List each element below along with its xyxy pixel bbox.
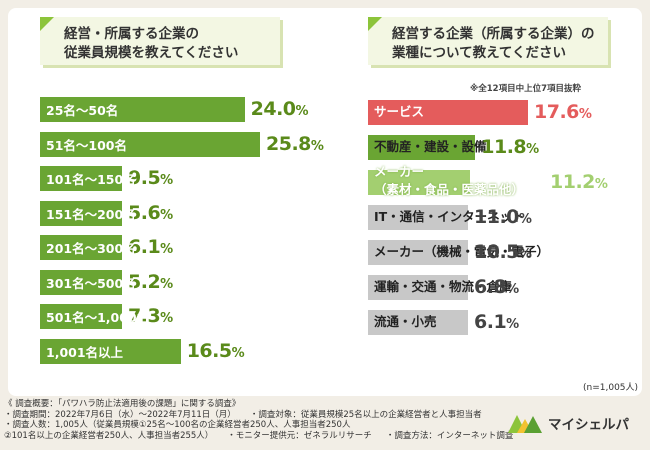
left-bar-value: 6.1%	[128, 236, 173, 258]
left-bar-value: 24.0%	[250, 98, 309, 120]
title-corner-triangle	[40, 17, 54, 31]
right-title-line-2: 業種について教えてください	[392, 45, 567, 61]
left-bar: 101名〜150名	[40, 166, 136, 191]
left-bar-value: 5.2%	[128, 270, 173, 293]
left-chart-title: 経営・所属する企業の 従業員規模を教えてください	[40, 17, 280, 65]
survey-count: ・調査人数：1,005人（従業員規模①25名〜100名の企業経営者250人、人事…	[4, 420, 351, 431]
right-title-line-1: 経営する企業（所属する企業）の	[392, 26, 595, 42]
top7-note: ※全12項目中上位7項目抜粋	[470, 84, 582, 94]
brand-name: マイシェルパ	[548, 417, 629, 433]
right-bar-label-line: 流通・小売	[374, 314, 437, 329]
right-bar-label: 運輸・交通・物流・倉庫	[374, 279, 512, 295]
right-bar-label: メーカー（機械・電気・電子）	[374, 244, 549, 260]
survey-summary-heading: 《 調査概要：「パワハラ防止法適用後の課題」に関する調査》	[4, 399, 241, 409]
right-bar-label-line: メーカー（機械・電気・電子）	[374, 244, 550, 259]
left-bar-value: 9.5%	[128, 167, 173, 189]
right-bar-label-line: 運輸・交通・物流・倉庫	[374, 279, 512, 294]
left-bar-label: 501名〜1,000名	[46, 310, 150, 325]
right-bar-label: サービス	[374, 104, 424, 120]
survey-summary: 《 調査概要：「パワハラ防止法適用後の課題」に関する調査》 ・調査期間：2022…	[4, 399, 513, 441]
right-bar-value: 10.5%	[474, 241, 532, 263]
right-bar-value: 17.6%	[534, 101, 592, 123]
right-bar-label: メーカー （素材・食品・医薬品他）	[374, 163, 524, 199]
left-bar-label: 25名〜50名	[46, 103, 119, 118]
right-bar-label-line: IT・通信・インターネット	[374, 209, 525, 224]
survey-monitor: ・モニター提供元：ゼネラルリサーチ	[227, 430, 372, 441]
right-bar	[368, 170, 470, 195]
right-bar	[368, 135, 476, 160]
right-bar	[368, 240, 468, 265]
left-bar-label: 101名〜150名	[46, 172, 136, 187]
left-bar: 301名〜500名	[40, 269, 136, 295]
right-bar-label-line: 不動産・建設・設備	[374, 139, 487, 154]
right-bar-label-line: （素材・食品・医薬品他）	[374, 182, 525, 197]
right-bar-label: 流通・小売	[374, 314, 437, 330]
survey-count-detail: ②101名以上の企業経営者250人、人事担当者255人）	[4, 430, 214, 441]
left-bar: 1,001名以上	[40, 338, 181, 364]
left-bar-label: 201名〜300名	[46, 241, 136, 256]
survey-period: ・調査期間：2022年7月6日（水）〜2022年7月11日（月）	[4, 409, 236, 420]
brand-logo: マイシェルパ	[508, 413, 629, 433]
right-bar	[368, 205, 468, 230]
right-bar	[368, 310, 468, 335]
left-bar: 25名〜50名	[40, 97, 245, 122]
left-bar: 151名〜200名	[40, 200, 136, 226]
left-bar-label: 301名〜500名	[46, 275, 136, 291]
right-bar-label: 不動産・建設・設備	[374, 139, 487, 155]
right-bar-value: 11.2%	[550, 171, 608, 193]
right-chart-title: 経営する企業（所属する企業）の 業種について教えてください	[368, 17, 608, 65]
left-bar-value: 5.6%	[128, 201, 173, 224]
right-bar-value: 6.1%	[474, 311, 519, 333]
right-bar-value: 11.8%	[481, 136, 539, 158]
survey-method: ・調査方法：インターネット調査	[385, 430, 514, 441]
right-bar-label-line: メーカー	[374, 164, 425, 179]
right-bar	[368, 275, 468, 300]
left-bar: 201名〜300名	[40, 235, 136, 260]
mountain-logo-icon	[508, 415, 542, 433]
right-bar-value: 6.8%	[474, 276, 519, 298]
left-bar-value: 25.8%	[266, 132, 324, 155]
left-bar: 51名〜100名	[40, 131, 260, 157]
right-bar	[368, 100, 528, 125]
left-bar-label: 51名〜100名	[46, 137, 127, 153]
title-corner-triangle	[368, 17, 382, 31]
sample-size-label: (n=1,005人)	[583, 383, 639, 393]
left-bar-label: 151名〜200名	[46, 206, 136, 222]
left-bar-value: 16.5%	[186, 339, 245, 362]
left-bar: 501名〜1,000名	[40, 304, 149, 329]
left-bar-label: 1,001名以上	[46, 344, 124, 360]
right-bar-label-line: サービス	[374, 104, 425, 119]
right-bar-label: IT・通信・インターネット	[374, 209, 525, 225]
survey-target: ・調査対象：従業員規模25名以上の企業経営者と人事担当者	[249, 409, 482, 420]
left-bar-value: 7.3%	[128, 305, 173, 327]
left-title-line-2: 従業員規模を教えてください	[64, 45, 239, 61]
right-bar-value: 11.0%	[474, 206, 532, 228]
left-title-line-1: 経営・所属する企業の	[64, 26, 199, 42]
